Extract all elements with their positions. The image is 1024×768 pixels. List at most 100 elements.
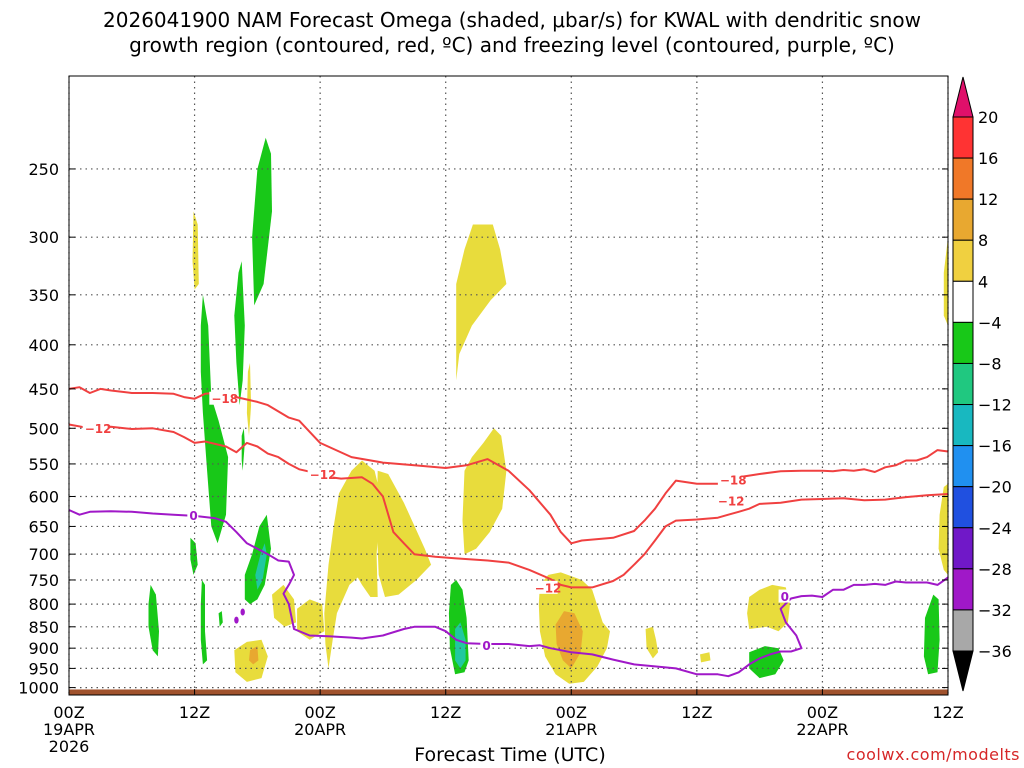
colorbar-label: −8 [978, 354, 1002, 373]
omega-shade-15 [324, 460, 381, 669]
colorbar-label: 8 [978, 231, 988, 250]
colorbar-segment [952, 157, 974, 200]
x-tick-label: 12Z [932, 703, 963, 722]
y-tick-label: 750 [28, 571, 59, 590]
y-tick-label: 850 [28, 618, 59, 637]
colorbar-label: −32 [978, 601, 1012, 620]
contour-label--12: −12 [535, 581, 562, 595]
y-tick-label: 400 [28, 336, 59, 355]
freezing-marker-0 [234, 616, 239, 624]
y-tick-label: 800 [28, 595, 59, 614]
omega-shade-18 [456, 224, 507, 381]
x-tick-label: 12Z [430, 703, 461, 722]
colorbar-segment [952, 568, 974, 611]
y-tick-label: 600 [28, 487, 59, 506]
y-tick-label: 550 [28, 455, 59, 474]
x-tick-label: 22APR [796, 720, 848, 739]
terrain-fill [69, 689, 948, 695]
contour-0 [68, 509, 949, 678]
contour--18 [68, 386, 949, 545]
colorbar-label: 20 [978, 108, 998, 127]
colorbar-top-arrow [952, 76, 974, 118]
colorbar-bottom-arrow [952, 650, 974, 692]
y-tick-label: 950 [28, 659, 59, 678]
x-tick-label: 00Z [53, 703, 84, 722]
colorbar-label: −36 [978, 642, 1012, 661]
contour-label-bg [715, 493, 741, 507]
omega-shade-0 [192, 211, 199, 290]
omega-shade-25 [700, 652, 711, 663]
chart-title: 2026041900 NAM Forecast Omega (shaded, μ… [103, 8, 921, 57]
y-tick-label: 350 [28, 286, 59, 305]
x-tick-label: 2026 [49, 737, 90, 756]
plot-border [68, 75, 949, 696]
omega-shade-1 [252, 137, 272, 306]
omega-shade-14 [249, 646, 259, 665]
omega-shade-28 [943, 237, 948, 326]
contour-label--12: −12 [310, 468, 337, 482]
y-axis-ticks: 250 300 350 400 450 500 550 600 650 700 750 800 850 9… [18, 160, 948, 698]
y-tick-label: 500 [28, 419, 59, 438]
y-tick-label: 650 [28, 517, 59, 536]
colorbar-segment [952, 404, 974, 447]
colorbar: 20 16 12 8 4 −4 −8 −12 −16 −20 −24 −28 −32 −36 [952, 76, 1012, 692]
contour-label-bg [209, 391, 235, 405]
contour-label-bg [307, 467, 333, 481]
colorbar-segment [952, 116, 974, 159]
omega-shade-30 [923, 594, 940, 675]
omega-shade-9 [244, 514, 271, 605]
omega-shade-7 [200, 580, 208, 665]
contour-label--12: −12 [718, 494, 745, 508]
colorbar-segment [952, 609, 974, 652]
colorbar-label: 16 [978, 149, 998, 168]
omega-shade-12 [272, 584, 297, 627]
omega-shade-3 [200, 294, 229, 544]
colorbar-label: −4 [978, 313, 1002, 332]
x-tick-label: 21APR [545, 720, 597, 739]
colorbar-label: −12 [978, 396, 1012, 415]
colorbar-segment [952, 362, 974, 406]
contour-label--18: −18 [720, 473, 747, 487]
x-tick-label: 00Z [807, 703, 838, 722]
contours: −18 −18 −12 −12 −12 −12 0 0 0 [68, 386, 949, 678]
colorbar-segment [952, 527, 974, 570]
contour-label-bg [717, 472, 743, 486]
y-tick-label: 450 [28, 380, 59, 399]
x-tick-label: 20APR [294, 720, 346, 739]
contour-label-bg [532, 580, 558, 594]
omega-shading [148, 137, 948, 684]
y-tick-label: 1000 [18, 679, 59, 698]
omega-shade-29 [938, 483, 948, 575]
x-tick-label: 12Z [179, 703, 210, 722]
colorbar-segment [952, 280, 974, 323]
colorbar-segment [952, 445, 974, 488]
y-tick-label: 300 [28, 228, 59, 247]
contour-label-0: 0 [781, 590, 789, 604]
omega-shade-23 [555, 611, 583, 669]
plot-frame [68, 75, 949, 696]
x-tick-label: 19APR [43, 720, 95, 739]
omega-shade-2 [234, 261, 245, 406]
colorbar-segment [952, 239, 974, 282]
x-tick-label: 00Z [556, 703, 587, 722]
contour-label-0: 0 [482, 639, 490, 653]
omega-shade-19 [462, 428, 507, 555]
y-tick-label: 700 [28, 545, 59, 564]
colorbar-label: 12 [978, 190, 998, 209]
credit-text: coolwx.com/modelts [846, 745, 1020, 764]
grid [68, 76, 949, 695]
omega-shade-10 [255, 543, 267, 590]
omega-shade-6 [190, 537, 198, 575]
colorbar-label: −20 [978, 478, 1012, 497]
contour-label-0: 0 [189, 509, 197, 523]
omega-shade-21 [455, 622, 466, 669]
contour-label--18: −18 [211, 392, 238, 406]
omega-shade-4 [241, 428, 245, 471]
terrain-band [69, 689, 948, 695]
y-tick-label: 250 [28, 160, 59, 179]
x-tick-label: 12Z [681, 703, 712, 722]
omega-shade-27 [749, 646, 784, 679]
freezing-marker-1 [240, 608, 245, 616]
colorbar-label: −28 [978, 560, 1012, 579]
